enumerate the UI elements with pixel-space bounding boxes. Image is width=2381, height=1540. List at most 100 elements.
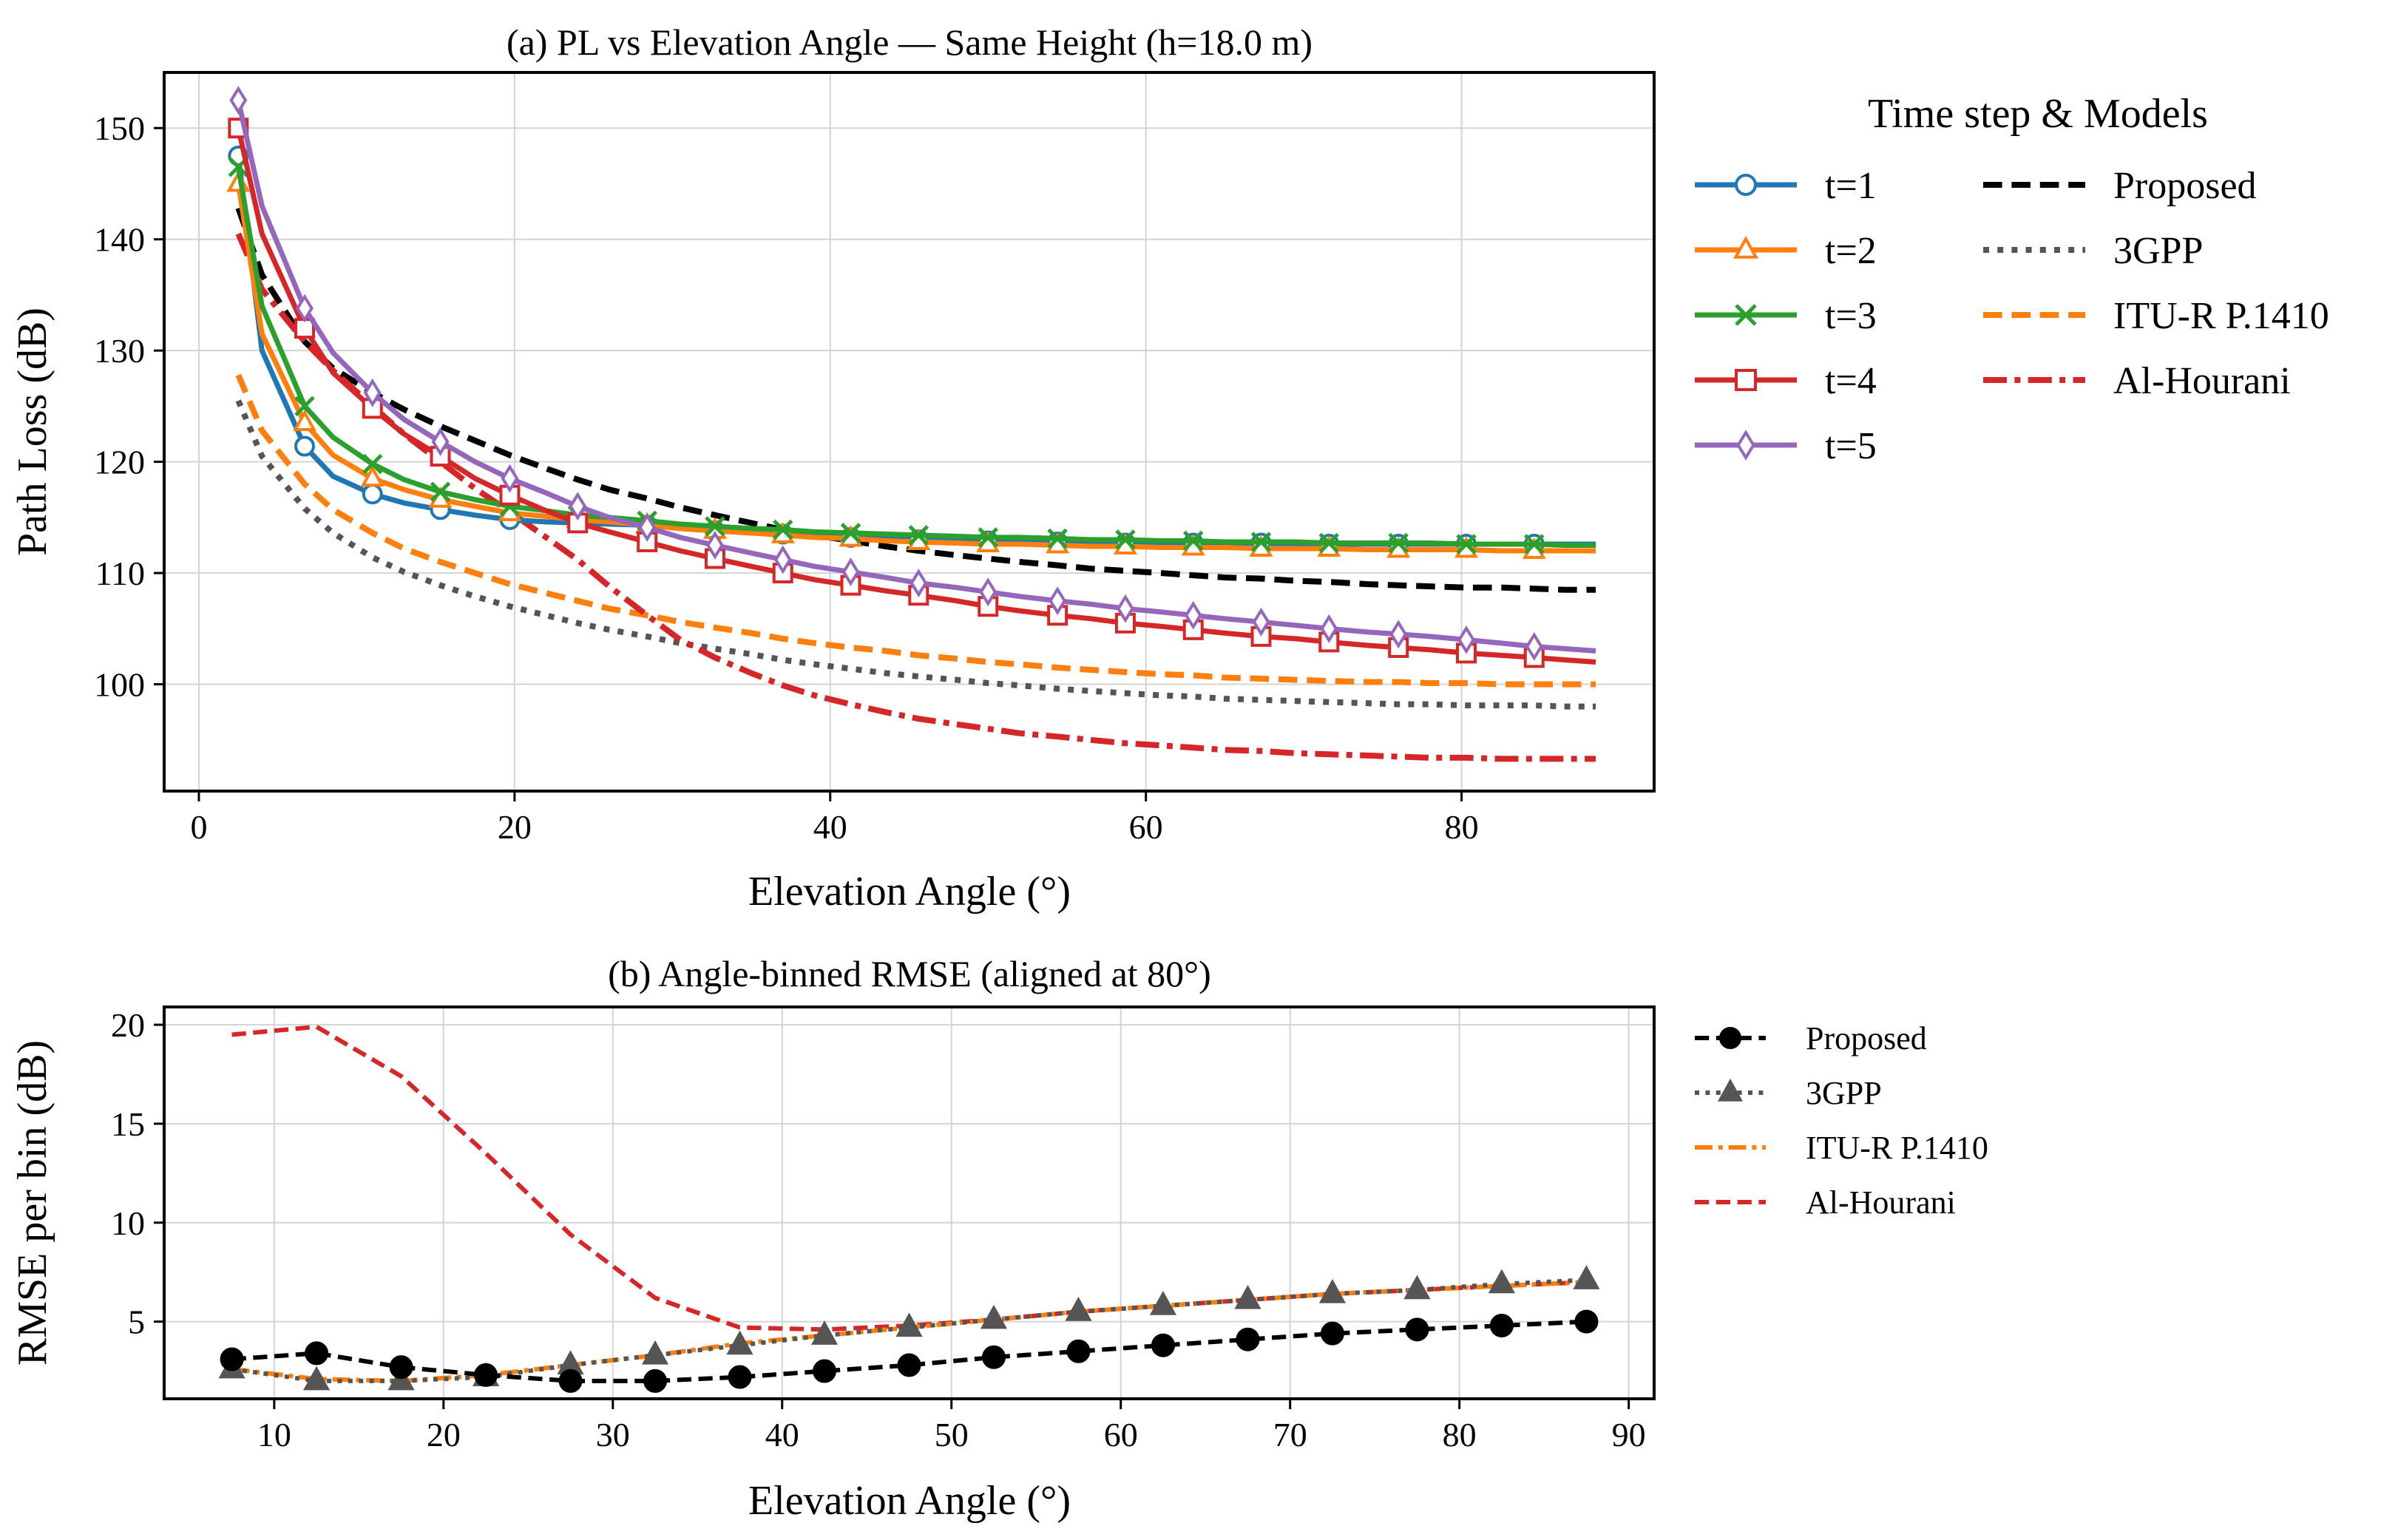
data-point-t-5 (229, 86, 248, 115)
data-point-proposed (1320, 1321, 1344, 1346)
data-point-proposed (1574, 1309, 1599, 1334)
data-point-proposed (728, 1365, 752, 1389)
x-tick-label: 30 (596, 1416, 630, 1453)
chart-a-legend-title: Time step & Models (1868, 91, 2208, 137)
legend-marker-3gpp (1717, 1078, 1744, 1102)
data-point-3gpp (1149, 1290, 1177, 1315)
x-tick-label: 20 (498, 808, 532, 846)
y-tick-label: 5 (128, 1303, 145, 1341)
chart-b-x-ticks: 10 20 30 40 50 60 70 80 90 (257, 1399, 1646, 1453)
data-point-t-1 (362, 484, 383, 505)
x-tick-label: 20 (427, 1416, 461, 1453)
data-point-proposed (1236, 1327, 1260, 1351)
data-point-t-3 (1456, 534, 1477, 554)
data-point-t-5 (501, 464, 519, 493)
data-point-3gpp (1065, 1296, 1092, 1321)
x-tick-label: 60 (1104, 1416, 1138, 1453)
legend-label-al-hourani: Al-Hourani (2113, 360, 2291, 402)
series-line-proposed (235, 207, 1596, 593)
data-point-t-3 (840, 523, 861, 543)
data-point-3gpp (726, 1330, 753, 1355)
x-tick-label: 40 (765, 1416, 799, 1453)
data-point-t-3 (430, 481, 451, 503)
data-point-t-4 (1114, 612, 1136, 634)
legend-label-t-2: t=2 (1825, 230, 1877, 272)
data-point-t-5 (1457, 625, 1475, 654)
legend-label-itu-r-p-1410: ITU-R P.1410 (1806, 1130, 1988, 1166)
data-point-3gpp (1403, 1275, 1431, 1300)
data-point-proposed (558, 1368, 583, 1393)
chart-a-series (226, 86, 1596, 762)
data-point-3gpp (980, 1304, 1008, 1329)
y-tick-label: 100 (94, 666, 145, 704)
data-point-t-5 (1320, 614, 1338, 643)
data-point-3gpp (641, 1340, 669, 1365)
x-tick-label: 60 (1129, 808, 1163, 846)
chart-a: (a) PL vs Elevation Angle — Same Height … (10, 21, 2329, 915)
data-point-t-2 (292, 410, 316, 431)
y-tick-label: 110 (95, 554, 145, 592)
data-point-t-3 (772, 519, 793, 540)
legend-label-t-1: t=1 (1825, 165, 1877, 207)
legend-label-3gpp: 3GPP (2113, 230, 2203, 272)
data-point-t-3 (908, 525, 929, 546)
y-tick-label: 130 (94, 332, 145, 370)
chart-a-xlabel: Elevation Angle (°) (748, 869, 1071, 915)
chart-a-title: (a) PL vs Elevation Angle — Same Height … (507, 21, 1313, 63)
data-point-3gpp (1488, 1269, 1516, 1294)
legend-marker-proposed (1719, 1027, 1741, 1049)
data-point-t-5 (363, 378, 382, 407)
data-point-t-3 (294, 396, 315, 417)
chart-a-ylabel: Path Loss (dB) (10, 308, 55, 556)
data-point-t-3 (1388, 532, 1409, 554)
legend-label-t-3: t=3 (1825, 295, 1877, 337)
legend-marker-t-3 (1735, 304, 1757, 326)
legend-label-proposed: Proposed (2113, 165, 2257, 207)
series-line-itu-r-p-1410 (235, 373, 1596, 688)
data-point-proposed (813, 1359, 837, 1383)
chart-b-frame (163, 1005, 1656, 1400)
data-point-t-5 (1525, 631, 1543, 661)
data-point-t-3 (1250, 532, 1272, 552)
legend-label-itu-r-p-1410: ITU-R P.1410 (2113, 295, 2329, 337)
data-point-proposed (389, 1355, 413, 1380)
data-point-t-3 (1182, 530, 1204, 552)
x-tick-label: 90 (1612, 1416, 1646, 1453)
data-point-t-5 (841, 557, 860, 587)
y-tick-label: 20 (111, 1006, 145, 1044)
chart-a-frame (163, 71, 1656, 793)
data-point-t-3 (1047, 528, 1068, 549)
chart-b-legend: Proposed 3GPP ITU-R P.1410 Al-Hourani (1695, 1020, 1988, 1221)
series-line-3gpp (231, 1278, 1587, 1383)
data-point-t-5 (773, 545, 792, 574)
legend-label-al-hourani: Al-Hourani (1806, 1184, 1956, 1221)
data-point-3gpp (1573, 1265, 1600, 1289)
data-point-t-3 (1318, 532, 1340, 554)
chart-a-y-ticks: 100 110 120 130 140 150 (94, 109, 164, 704)
x-tick-label: 50 (935, 1416, 969, 1453)
x-tick-label: 80 (1443, 1416, 1477, 1453)
data-point-t-5 (1389, 620, 1408, 649)
legend-marker-t-4 (1735, 369, 1757, 391)
data-point-proposed (643, 1368, 668, 1393)
chart-b-title: (b) Angle-binned RMSE (aligned at 80°) (608, 953, 1211, 994)
chart-b-y-ticks: 5 10 15 20 (111, 1006, 164, 1341)
data-point-t-4 (499, 484, 521, 506)
data-point-3gpp (810, 1320, 839, 1345)
data-point-t-3 (978, 527, 998, 548)
data-point-t-1 (294, 435, 315, 457)
data-point-3gpp (302, 1366, 331, 1391)
chart-b-ylabel: RMSE per bin (dB) (10, 1040, 55, 1366)
chart-b: (b) Angle-binned RMSE (aligned at 80°) 1… (10, 953, 1988, 1524)
chart-a-x-ticks: 0 20 40 60 80 (190, 791, 1479, 846)
data-point-3gpp (1318, 1278, 1347, 1303)
data-point-3gpp (895, 1312, 923, 1337)
legend-marker-t-5 (1736, 430, 1755, 461)
data-point-proposed (1066, 1339, 1091, 1363)
data-point-t-5 (979, 577, 998, 607)
chart-b-series (218, 1024, 1600, 1393)
chart-a-legend: t=1 t=2 t=3 t=4 t=5 Proposed 3GPP ITU-R P.1410 A… (1695, 165, 2329, 467)
x-tick-label: 10 (257, 1416, 291, 1453)
data-point-proposed (1151, 1333, 1175, 1357)
